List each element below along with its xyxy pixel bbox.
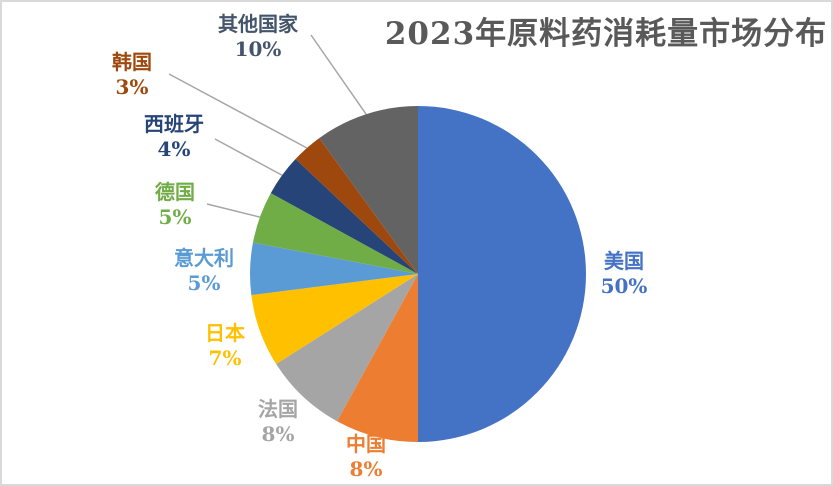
slice-label-pct: 4% bbox=[157, 137, 191, 161]
pie-slice-4 bbox=[249, 242, 418, 296]
slice-label-name: 中国 bbox=[346, 432, 386, 456]
slice-label-pct: 50% bbox=[600, 274, 648, 298]
pie-slice-5 bbox=[252, 193, 418, 274]
slice-label-name: 法国 bbox=[258, 397, 298, 421]
leader-line-7 bbox=[168, 73, 308, 149]
slice-label-others: 其他国家 10% bbox=[218, 12, 298, 62]
leader-line-5 bbox=[206, 203, 261, 218]
leader-line-6 bbox=[214, 138, 283, 176]
slice-label-name: 西班牙 bbox=[144, 112, 204, 136]
slice-label-name: 德国 bbox=[155, 180, 195, 204]
slice-label-name: 日本 bbox=[205, 321, 245, 345]
slice-label-name: 其他国家 bbox=[218, 12, 298, 36]
chart-title: 2023年原料药消耗量市场分布 bbox=[384, 16, 828, 52]
pie-slice-1 bbox=[337, 274, 418, 442]
slice-label-spain: 西班牙 4% bbox=[144, 112, 204, 162]
slice-label-japan: 日本 7% bbox=[205, 321, 245, 371]
slice-label-pct: 10% bbox=[234, 37, 282, 61]
slice-label-pct: 8% bbox=[349, 457, 383, 481]
slice-label-name: 韩国 bbox=[112, 50, 152, 74]
slice-label-name: 意大利 bbox=[174, 246, 234, 270]
pie-slice-0 bbox=[418, 106, 586, 442]
pie-slice-3 bbox=[251, 274, 418, 365]
slice-label-pct: 5% bbox=[187, 271, 221, 295]
pie-slice-6 bbox=[270, 159, 418, 274]
pie-slice-2 bbox=[276, 274, 418, 422]
slice-label-germany: 德国 5% bbox=[155, 180, 195, 230]
slice-label-pct: 5% bbox=[158, 205, 192, 229]
slice-label-italy: 意大利 5% bbox=[174, 246, 234, 296]
slice-label-usa: 美国 50% bbox=[601, 249, 648, 299]
slice-label-pct: 3% bbox=[115, 75, 149, 99]
pie-slice-8 bbox=[319, 106, 418, 274]
slice-label-china: 中国 8% bbox=[346, 432, 386, 482]
slice-label-name: 美国 bbox=[604, 249, 644, 273]
slice-label-pct: 7% bbox=[208, 346, 242, 370]
slice-label-korea: 韩国 3% bbox=[112, 50, 152, 100]
slice-label-france: 法国 8% bbox=[258, 397, 298, 447]
slice-label-pct: 8% bbox=[261, 422, 295, 446]
leader-line-8 bbox=[310, 34, 367, 115]
pie-slice-7 bbox=[295, 138, 418, 274]
